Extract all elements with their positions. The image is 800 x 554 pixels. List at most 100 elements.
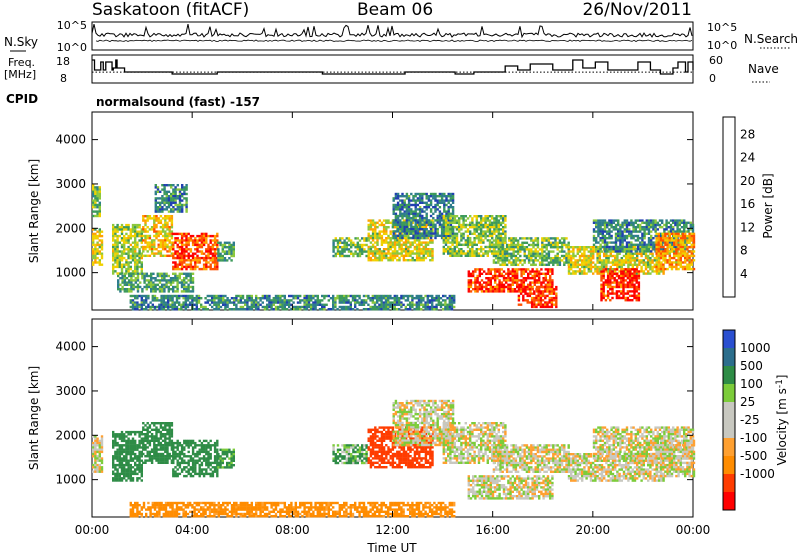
power-region-cell-13	[527, 268, 530, 271]
power-region-cell-8	[395, 299, 399, 302]
power-region-cell-4	[180, 237, 184, 240]
power-region-cell-18	[612, 221, 615, 224]
power-region-cell-0	[96, 243, 99, 247]
power-region-cell-11	[438, 221, 442, 224]
power-region-cell-8	[263, 294, 267, 298]
power-region-cell-3	[166, 234, 169, 238]
power-region-cell-3	[155, 217, 158, 220]
power-region-cell-11	[403, 203, 406, 207]
power-region-cell-2	[138, 256, 141, 260]
power-region-cell-6	[221, 259, 224, 262]
power-region-cell-16	[576, 246, 579, 249]
power-region-cell-13	[474, 290, 477, 293]
power-region-cell-15	[503, 257, 507, 260]
power-region-cell-8	[345, 297, 348, 300]
power-region-cell-8	[345, 308, 348, 311]
power-region-cell-3	[155, 232, 158, 235]
power-region-cell-17	[631, 281, 634, 284]
power-region-cell-15	[556, 252, 559, 255]
power-region-cell-12	[477, 248, 481, 251]
power-region-cell-4	[191, 267, 195, 271]
power-region-cell-18	[601, 219, 604, 222]
power-region-cell-11	[396, 221, 400, 224]
power-region-cell-8	[356, 299, 359, 302]
power-region-cell-4	[185, 265, 188, 269]
power-region-cell-12	[477, 237, 481, 240]
power-region-cell-3	[170, 243, 174, 246]
power-region-cell-13	[491, 285, 495, 289]
power-region-cell-2	[114, 248, 117, 251]
power-region-cell-9	[358, 252, 362, 255]
power-region-cell-8	[241, 297, 245, 300]
power-region-cell-5	[181, 186, 184, 189]
power-region-cell-11	[427, 234, 431, 237]
power-region-cell-12	[469, 215, 472, 218]
power-region-cell-16	[618, 259, 621, 262]
power-region-cell-12	[458, 219, 461, 222]
power-region-cell-5	[165, 199, 168, 202]
power-region-cell-12	[473, 226, 476, 229]
power-region-cell-13	[546, 281, 550, 284]
power-region-cell-7	[134, 272, 137, 275]
power-region-cell-14	[552, 296, 556, 300]
power-region-cell-12	[473, 254, 476, 257]
power-region-cell-13	[467, 290, 470, 293]
power-region-cell-3	[155, 237, 158, 240]
power-region-cell-12	[444, 241, 448, 244]
power-region-cell-2	[112, 223, 115, 227]
power-region-cell-8	[239, 297, 242, 300]
power-region-cell-0	[98, 234, 101, 238]
power-region-cell-10	[422, 241, 425, 244]
power-region-cell-15	[492, 243, 496, 247]
power-region-cell-5	[165, 197, 168, 200]
power-region-cell-11	[416, 234, 420, 237]
power-region-cell-16	[598, 259, 601, 262]
power-region-cell-7	[125, 290, 129, 293]
power-region-cell-8	[136, 294, 139, 298]
power-region-cell-8	[171, 308, 174, 311]
power-region-cell-7	[119, 288, 122, 291]
power-region-cell-11	[425, 212, 428, 215]
power-region-cell-12	[458, 230, 461, 233]
power-region-cell-18	[643, 221, 646, 224]
power-region-cell-13	[469, 281, 473, 284]
power-region-cell-12	[504, 219, 507, 222]
power-region-cell-18	[619, 239, 622, 242]
power-region-cell-9	[334, 237, 337, 240]
power-region-cell-16	[574, 254, 577, 258]
power-region-cell-15	[547, 261, 551, 264]
power-region-cell-15	[525, 254, 529, 258]
power-region-cell-11	[396, 201, 400, 204]
power-region-cell-16	[640, 252, 643, 255]
power-region-cell-8	[140, 308, 143, 311]
power-region-cell-13	[546, 283, 550, 286]
power-region-cell-16	[581, 246, 584, 249]
power-region-cell-17	[628, 272, 632, 275]
power-region-cell-13	[516, 274, 519, 278]
power-region-cell-16	[660, 270, 663, 273]
power-region-cell-8	[255, 294, 258, 298]
power-region-cell-15	[516, 259, 520, 262]
power-region-cell-5	[183, 203, 186, 207]
power-region-cell-11	[396, 217, 400, 220]
power-region-cell-8	[450, 299, 454, 302]
power-region-cell-16	[603, 259, 606, 262]
power-region-cell-5	[170, 210, 173, 213]
power-region-cell-8	[151, 305, 154, 309]
power-region-cell-10	[431, 248, 434, 251]
power-region-cell-12	[493, 232, 496, 235]
power-region-cell-15	[492, 250, 496, 253]
power-region-cell-6	[219, 259, 222, 262]
power-region-cell-3	[150, 226, 154, 229]
power-region-cell-5	[163, 190, 166, 193]
power-region-cell-13	[516, 270, 519, 273]
power-region-cell-18	[601, 221, 604, 224]
power-region-cell-2	[114, 265, 117, 269]
power-region-cell-17	[602, 285, 605, 289]
power-region-cell-11	[394, 223, 398, 226]
power-region-cell-12	[488, 221, 492, 224]
power-region-cell-8	[413, 308, 416, 311]
power-region-cell-11	[449, 214, 453, 218]
power-region-cell-4	[185, 232, 188, 236]
power-region-cell-8	[312, 303, 315, 306]
